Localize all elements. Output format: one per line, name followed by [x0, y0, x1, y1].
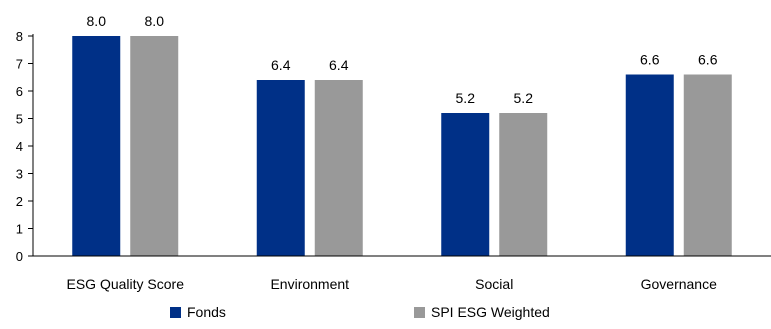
data-label-fonds-governance: 6.6	[640, 52, 660, 68]
y-tick-label: 5	[16, 112, 23, 127]
y-tick-label: 8	[16, 29, 23, 44]
data-label-spi-esg-weighted-social: 5.2	[514, 90, 534, 106]
y-tick-label: 4	[16, 139, 23, 154]
legend-item-spi-esg-weighted: SPI ESG Weighted	[414, 304, 550, 320]
x-tick-label-esg-quality-score: ESG Quality Score	[67, 276, 185, 292]
y-axis: 0 1 2 3 4 5 6 7 8	[16, 29, 34, 264]
y-tick-label: 3	[16, 167, 23, 182]
data-label-spi-esg-weighted-esg-quality-score: 8.0	[145, 13, 165, 29]
legend: Fonds SPI ESG Weighted	[0, 304, 771, 324]
data-label-spi-esg-weighted-environment: 6.4	[329, 57, 349, 73]
x-tick-label-governance: Governance	[641, 276, 717, 292]
y-tick-label: 1	[16, 222, 23, 237]
legend-item-fonds: Fonds	[170, 304, 226, 320]
y-tick-label: 0	[16, 249, 23, 264]
legend-swatch-fonds	[170, 306, 181, 318]
legend-label-spi-esg-weighted: SPI ESG Weighted	[431, 304, 550, 320]
bar-fonds-governance	[625, 74, 674, 256]
legend-swatch-spi-esg-weighted	[414, 306, 425, 318]
bar-spi-esg-weighted-governance	[683, 74, 732, 256]
bar-spi-esg-weighted-esg-quality-score	[130, 36, 179, 256]
legend-label-fonds: Fonds	[187, 304, 226, 320]
bars	[72, 36, 732, 256]
bar-spi-esg-weighted-social	[499, 113, 548, 256]
data-label-spi-esg-weighted-governance: 6.6	[698, 52, 718, 68]
data-label-fonds-social: 5.2	[456, 90, 476, 106]
y-tick-label: 2	[16, 194, 23, 209]
bar-fonds-esg-quality-score	[72, 36, 121, 256]
data-labels: 8.0 8.0 6.4 6.4 5.2 5.2 6.6 6.6	[87, 13, 718, 106]
bar-fonds-social	[441, 113, 490, 256]
x-tick-label-social: Social	[475, 276, 513, 292]
x-axis: ESG Quality Score Environment Social Govern…	[33, 255, 771, 292]
y-tick-label: 7	[16, 57, 23, 72]
y-tick-label: 6	[16, 84, 23, 99]
data-label-fonds-environment: 6.4	[271, 57, 291, 73]
bar-spi-esg-weighted-environment	[314, 80, 363, 256]
data-label-fonds-esg-quality-score: 8.0	[87, 13, 107, 29]
x-tick-label-environment: Environment	[270, 276, 349, 292]
bar-fonds-environment	[256, 80, 305, 256]
